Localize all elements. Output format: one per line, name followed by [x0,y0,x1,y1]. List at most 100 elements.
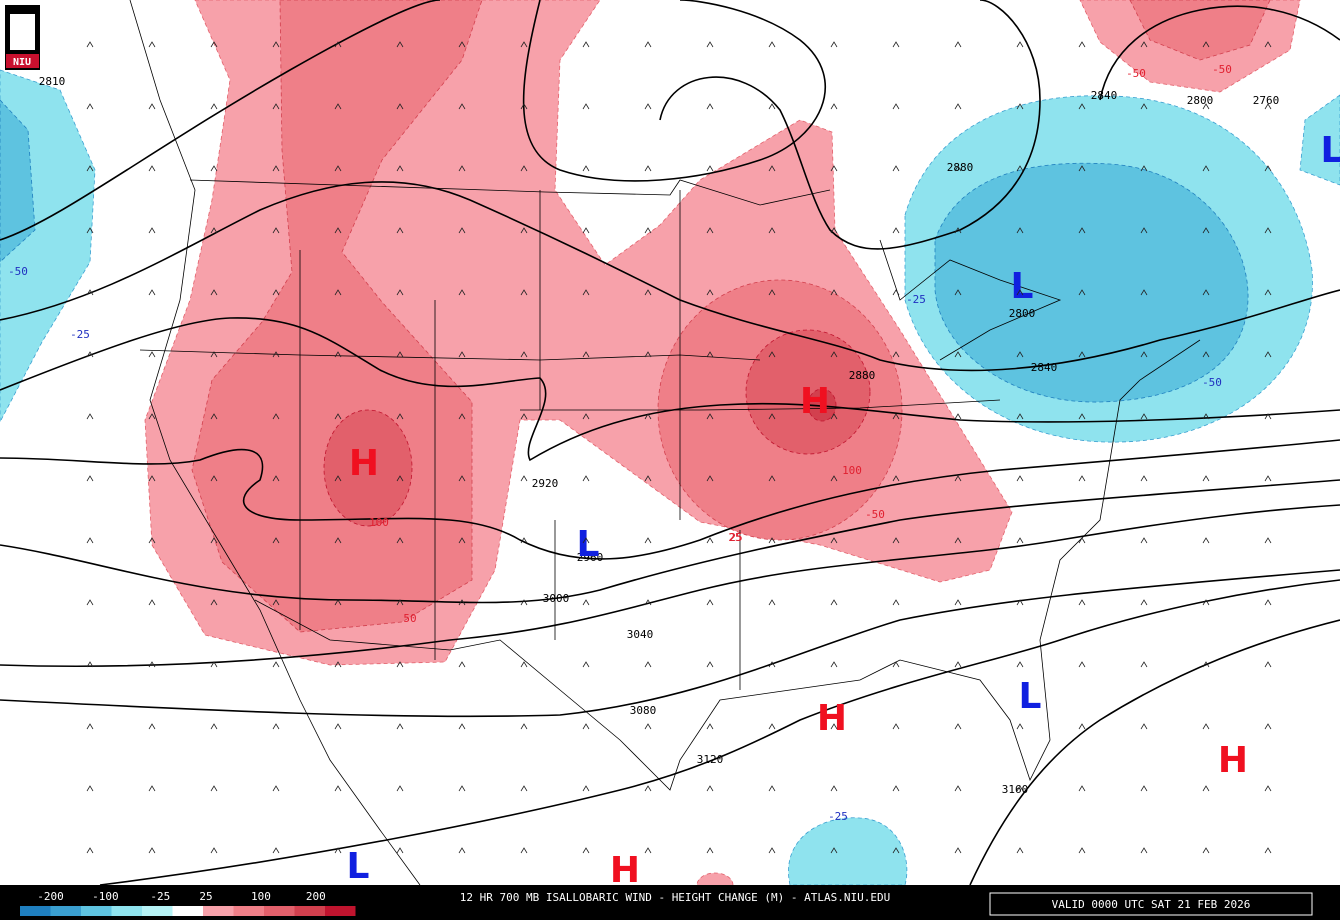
wind-arrow [768,723,776,730]
negative-area [788,817,908,886]
wind-arrow [1202,227,1210,234]
wind-arrow [458,289,466,296]
legend-label: 25 [199,890,212,903]
low-center: L [1011,266,1034,307]
wind-arrow [1264,847,1272,854]
wind-arrow [520,537,528,544]
contour-label: 3000 [543,592,570,605]
legend: -200 -100 -25 25 100 200 [20,890,356,916]
wind-arrow [1078,103,1086,110]
logo-text: NIU [13,57,31,68]
wind-arrow [210,599,218,606]
wind-arrow [1264,103,1272,110]
wind-arrow [768,599,776,606]
change-label: -50 [1202,376,1222,389]
contour-label: 3080 [630,704,657,717]
wind-arrow [1078,289,1086,296]
wind-arrow [86,785,94,792]
wind-arrow [768,351,776,358]
contour-line [0,317,1340,462]
wind-arrow [396,351,404,358]
contour-line [659,0,1041,250]
valid-box [989,892,1313,916]
wind-arrow [768,227,776,234]
wind-arrow [830,723,838,730]
wind-arrow [582,599,590,606]
wind-arrow [334,847,342,854]
wind-arrow [1078,351,1086,358]
contour-line [99,579,1340,886]
wind-arrow [334,537,342,544]
wind-arrow [954,599,962,606]
wind-arrow [210,227,218,234]
valid-time: VALID 0000 UTC SAT 21 FEB 2026 [1052,898,1251,911]
wind-arrow [644,351,652,358]
wind-arrow [272,847,280,854]
wind-arrow [768,413,776,420]
contour-line [1099,5,1340,101]
wind-arrow [830,289,838,296]
change-label: -50 [1212,63,1232,76]
wind-arrow [1140,475,1148,482]
wind-arrow [1016,413,1024,420]
wind-arrow [706,475,714,482]
low-center: L [1321,130,1340,171]
wind-arrow [892,537,900,544]
wind-arrow [1202,537,1210,544]
border-line [299,190,741,690]
wind-arrow [458,103,466,110]
wind-arrow [1264,41,1272,48]
wind-arrow [954,785,962,792]
wind-arrow [1016,41,1024,48]
wind-arrow [458,413,466,420]
wind-arrow [1264,475,1272,482]
wind-arrow [954,103,962,110]
wind-arrow [1078,475,1086,482]
wind-arrow [954,723,962,730]
wind-arrow [272,537,280,544]
wind-arrow [1140,41,1148,48]
wind-arrow [148,227,156,234]
wind-arrow [334,475,342,482]
wind-arrow [520,847,528,854]
wind-arrow [1202,847,1210,854]
wind-arrow [1264,785,1272,792]
wind-arrow [582,723,590,730]
wind-arrow [706,723,714,730]
wind-arrow [86,599,94,606]
wind-arrow [1078,413,1086,420]
wind-arrow [210,351,218,358]
wind-arrow [396,661,404,668]
contour-label: 2810 [39,75,66,88]
wind-arrow [520,227,528,234]
wind-arrow [830,413,838,420]
wind-arrow [644,41,652,48]
wind-arrow [458,227,466,234]
wind-arrow [582,227,590,234]
legend-label: 200 [306,890,326,903]
wind-arrow [1078,165,1086,172]
wind-arrow [396,537,404,544]
contour-label: 2920 [532,477,559,490]
wind-arrow [272,41,280,48]
wind-arrow [830,227,838,234]
wind-arrow [86,41,94,48]
wind-arrow [830,165,838,172]
wind-arrow [148,351,156,358]
wind-arrow [768,847,776,854]
wind-arrow [768,165,776,172]
high-center: H [349,443,379,484]
coastline [879,239,1062,361]
wind-arrow [768,41,776,48]
low-center: L [577,524,600,565]
wind-arrow [954,289,962,296]
wind-arrow [1140,537,1148,544]
wind-arrow [1264,289,1272,296]
positive-area [807,388,837,422]
wind-arrow [334,661,342,668]
wind-arrow [210,475,218,482]
wind-arrow [706,41,714,48]
wind-arrow [396,103,404,110]
wind-arrow [520,289,528,296]
wind-arrow [644,289,652,296]
